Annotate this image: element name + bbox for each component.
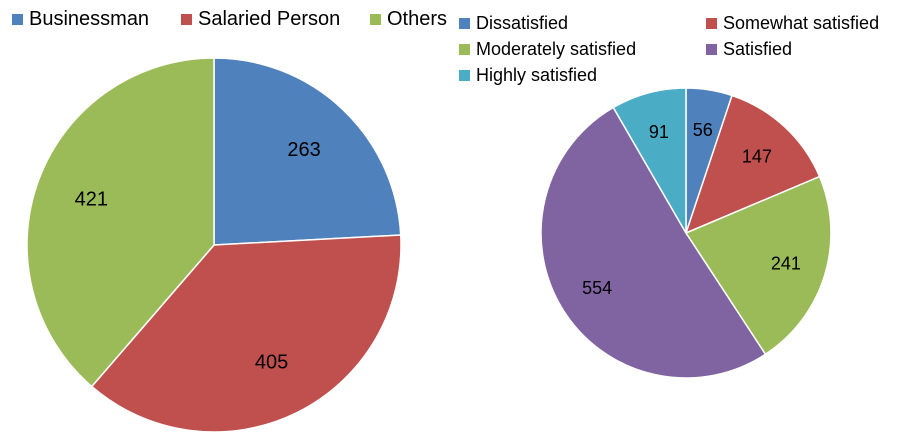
pie2-data-label-moderately-satisfied: 241 [771,253,801,273]
pie2-slice-highly-satisfied [612,87,687,236]
pie2-slice-satisfied [540,106,767,379]
pie1-slice-salaried-person [90,234,402,433]
legend-label: Businessman [29,8,150,30]
pie1-slice-businessman [213,57,402,246]
pie2-data-label-highly-satisfied: 91 [649,122,669,142]
legend-item-others: Others [370,8,447,31]
legend-label: Moderately satisfied [476,39,637,59]
legend-label: Somewhat satisfied [723,13,880,33]
legend-swatch [459,44,470,55]
legend-label: Others [387,8,448,30]
legend-swatch [181,14,192,25]
legend-label: Highly satisfied [476,65,598,85]
legend-item-dissatisfied: Dissatisfied [459,13,568,34]
legend-swatch [706,18,717,29]
legend-item-moderately-satisfied: Moderately satisfied [459,39,636,60]
pie1-data-label-businessman: 263 [287,139,320,161]
pie2-data-label-satisfied: 554 [582,278,612,298]
legend-item-highly-satisfied: Highly satisfied [459,65,597,86]
legend-item-businessman: Businessman [12,8,149,31]
pie1-data-label-salaried-person: 405 [255,352,288,374]
legend-item-somewhat-satisfied: Somewhat satisfied [706,13,879,34]
pie2-slice-moderately-satisfied [684,175,832,356]
legend-label: Dissatisfied [476,13,569,33]
pie2-data-label-dissatisfied: 56 [693,120,713,140]
pie2-data-label-somewhat-satisfied: 147 [742,146,772,166]
legend-swatch [12,14,23,25]
legend-label: Satisfied [723,39,793,59]
legend-item-salaried-person: Salaried Person [181,8,340,31]
legend-swatch [459,70,470,81]
legend-item-satisfied: Satisfied [706,39,792,60]
pie2-slice-somewhat-satisfied [684,94,821,235]
legend-swatch [706,44,717,55]
legend-swatch [459,18,470,29]
legend-swatch [370,14,381,25]
pie1-slice-others [26,57,215,388]
legend-label: Salaried Person [198,8,341,30]
pie1-data-label-others: 421 [75,188,108,210]
